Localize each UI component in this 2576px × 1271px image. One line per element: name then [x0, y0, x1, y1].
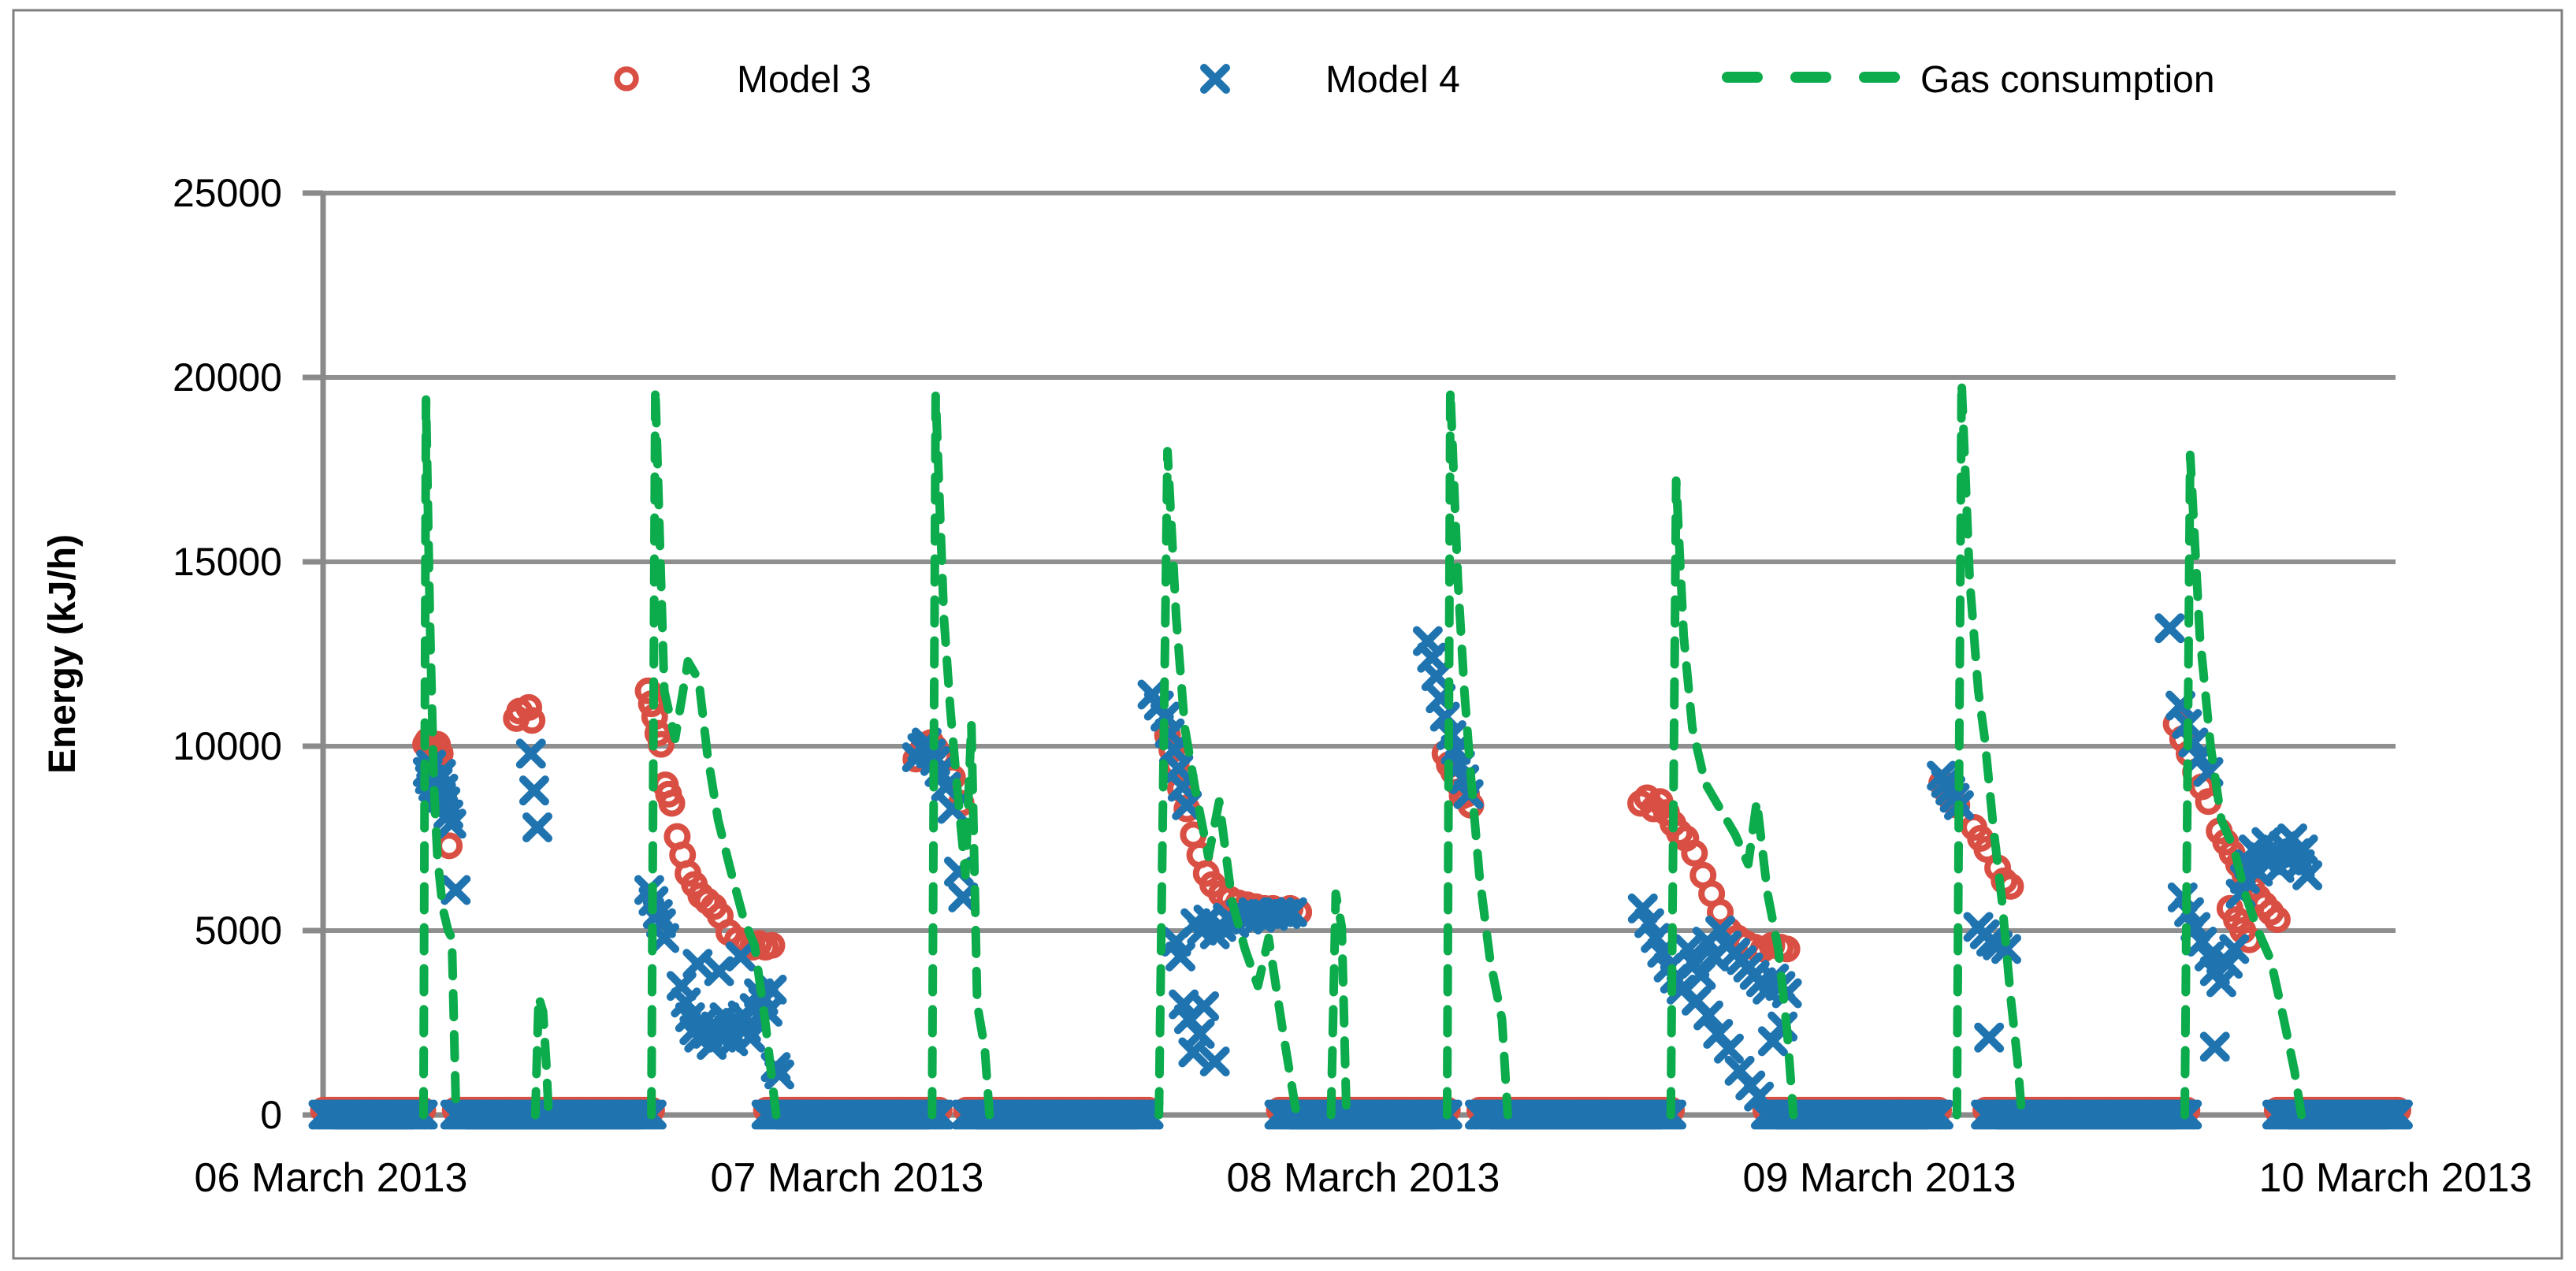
model4-point [1184, 1019, 1215, 1050]
gas-line-segment [1154, 447, 1301, 1120]
model4-point [682, 949, 713, 979]
model4-point [1693, 1000, 1724, 1031]
y-tick-label: 15000 [173, 540, 282, 584]
model4-point [1627, 893, 1658, 924]
gas-line-segment [647, 384, 781, 1120]
x-tick-label: 06 March 2013 [195, 1155, 468, 1201]
model4-point [1991, 934, 2022, 964]
legend: Model 3 Model 4 Gas consumption [614, 59, 2215, 101]
y-tick-label: 0 [260, 1093, 282, 1137]
model3-point [436, 832, 463, 860]
y-axis-title: Energy (kJ/h) [42, 534, 84, 774]
figure-border [12, 9, 2563, 1260]
model4-point [649, 923, 680, 953]
gas-line-segment [1952, 378, 2027, 1120]
model3-point [519, 707, 546, 734]
model4-point [1641, 923, 1671, 953]
legend-model4-label: Model 4 [1325, 59, 1460, 101]
model4-point [1713, 1033, 1744, 1064]
model4-point [1634, 908, 1664, 938]
gas-line-segment [1442, 385, 1512, 1120]
legend-model3-label: Model 3 [737, 59, 872, 101]
x-tick-label: 07 March 2013 [711, 1155, 984, 1201]
model4-point [1705, 916, 1736, 946]
model4-point [756, 974, 787, 1005]
model4-point [519, 775, 549, 806]
model4-baseline-band [308, 1099, 2413, 1130]
gas-line-segment [927, 391, 994, 1120]
gas-line-segment [530, 992, 553, 1120]
model4-point [522, 812, 552, 842]
model3-point [515, 693, 543, 721]
model4-point [1924, 1099, 1954, 1130]
model4-point [2292, 860, 2323, 890]
gas-line-segment [2180, 450, 2306, 1120]
model4-point [1974, 1022, 2005, 1053]
model4-point [2383, 1099, 2413, 1130]
legend-gas-dash-icon [1859, 72, 1900, 83]
gas-consumption-series [418, 378, 2306, 1120]
x-tick-label: 10 March 2013 [2259, 1155, 2533, 1201]
model3-point [658, 790, 686, 817]
model4-point [2154, 613, 2185, 644]
model3-point [634, 677, 662, 704]
legend-gas-dash-icon [1790, 72, 1831, 83]
model4-point [440, 875, 471, 905]
model4-point [1165, 941, 1196, 972]
model3-point [1681, 839, 1708, 867]
model4-point [2288, 834, 2318, 865]
model4-point [1172, 790, 1203, 820]
model4-point [515, 738, 546, 769]
model4-point [735, 1022, 766, 1053]
model4-point [931, 771, 961, 802]
model4-point [1744, 1081, 1775, 1112]
model4-point [1277, 897, 1307, 927]
y-tick-label: 5000 [195, 909, 282, 953]
legend-model4-marker-icon [1200, 64, 1230, 94]
legend-model3-marker-icon [614, 66, 639, 91]
gas-line-segment [1666, 476, 1798, 1120]
model4-point [2199, 1031, 2230, 1062]
y-tick-label: 10000 [173, 724, 282, 768]
model4-point [725, 941, 756, 972]
x-tick-label: 09 March 2013 [1743, 1155, 2017, 1201]
model4-point [2187, 927, 2217, 957]
model3-point [2263, 905, 2291, 933]
y-tick-label: 25000 [173, 171, 282, 215]
gas-line-segment [1326, 889, 1351, 1120]
model3-point [758, 931, 786, 959]
model4-point [704, 956, 734, 987]
y-tick-label: 20000 [173, 355, 282, 400]
model4-point [436, 808, 467, 839]
model4-point [2219, 934, 2250, 964]
model4-point [1189, 990, 1220, 1021]
model4-point [1199, 1046, 1230, 1077]
legend-gas-label: Gas consumption [1920, 59, 2215, 101]
x-tick-label: 08 March 2013 [1227, 1155, 1500, 1201]
legend-gas-dash-icon [1722, 72, 1763, 83]
gas-line-segment [418, 395, 461, 1120]
model4-point [2213, 949, 2243, 979]
